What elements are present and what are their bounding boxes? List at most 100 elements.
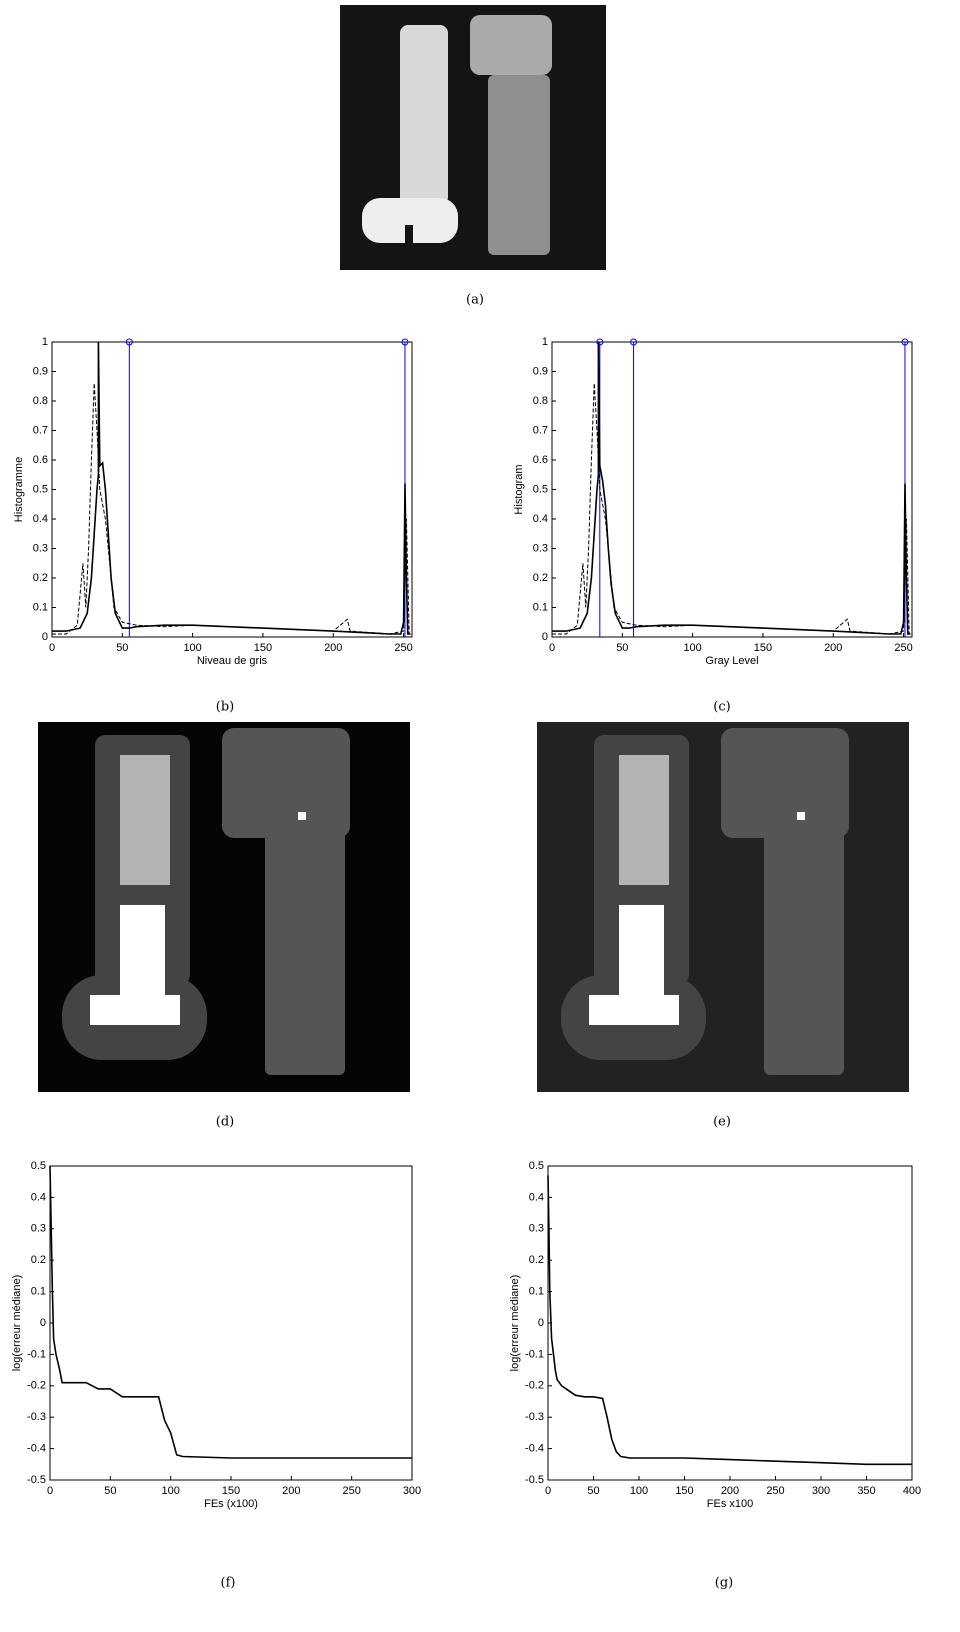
y-tick-label: 0 — [40, 1317, 46, 1329]
x-tick-label: 150 — [754, 642, 772, 654]
y-tick-label: 0.5 — [31, 1160, 46, 1172]
y-tick-label: 0.2 — [33, 572, 48, 584]
series-line — [52, 383, 410, 635]
x-tick-label: 50 — [616, 642, 628, 654]
y-tick-label: 0.2 — [31, 1254, 46, 1266]
x-tick-label: 250 — [394, 642, 412, 654]
y-tick-label: 0.7 — [533, 424, 548, 436]
x-tick-label: 50 — [587, 1485, 599, 1497]
series-line — [547, 1175, 912, 1466]
y-tick-label: 0.4 — [533, 513, 548, 525]
x-tick-label: 0 — [545, 1485, 551, 1497]
caption: (d) — [216, 1115, 234, 1130]
y-tick-label: 0 — [42, 631, 48, 643]
series-line — [52, 341, 411, 635]
x-axis-label: Niveau de gris — [197, 655, 268, 667]
y-tick-label: -0.4 — [27, 1443, 46, 1455]
y-tick-label: 0.1 — [31, 1286, 46, 1298]
y-tick-label: 0.2 — [529, 1254, 544, 1266]
x-tick-label: 150 — [254, 642, 272, 654]
plot-frame — [49, 1165, 413, 1481]
x-tick-label: 250 — [894, 642, 912, 654]
y-tick-label: 0.9 — [533, 365, 548, 377]
caption: (b) — [216, 700, 234, 715]
y-tick-label: 0.8 — [33, 395, 48, 407]
y-tick-label: 0.4 — [529, 1191, 544, 1203]
caption: (c) — [713, 700, 730, 715]
y-tick-label: -0.1 — [525, 1348, 544, 1360]
x-tick-label: 200 — [324, 642, 342, 654]
x-tick-label: 250 — [342, 1485, 360, 1497]
y-tick-label: -0.3 — [27, 1411, 46, 1423]
caption: (g) — [715, 1576, 733, 1591]
y-tick-label: 0.3 — [31, 1223, 46, 1235]
segmented-image-d — [38, 722, 410, 1092]
x-tick-label: 400 — [903, 1485, 921, 1497]
y-tick-label: -0.1 — [27, 1348, 46, 1360]
y-tick-label: 0.4 — [33, 513, 48, 525]
plot-frame — [547, 1165, 913, 1481]
x-tick-label: 50 — [116, 642, 128, 654]
x-tick-label: 300 — [812, 1485, 830, 1497]
x-tick-label: 0 — [549, 642, 555, 654]
threshold-marker — [401, 338, 409, 346]
y-tick-label: 0.9 — [33, 365, 48, 377]
x-tick-label: 200 — [824, 642, 842, 654]
y-tick-label: 0.8 — [533, 395, 548, 407]
segmented-image-e — [537, 722, 909, 1092]
caption: (e) — [713, 1115, 731, 1130]
x-tick-label: 0 — [47, 1485, 53, 1497]
x-tick-label: 100 — [161, 1485, 179, 1497]
x-tick-label: 0 — [49, 642, 55, 654]
series-line — [552, 383, 910, 635]
threshold-marker — [596, 338, 604, 346]
y-tick-label: -0.5 — [27, 1474, 46, 1486]
y-tick-label: 0.6 — [533, 454, 548, 466]
caption: (f) — [221, 1576, 236, 1591]
y-tick-label: -0.2 — [27, 1380, 46, 1392]
y-tick-label: 1 — [42, 336, 48, 348]
x-tick-label: 100 — [683, 642, 701, 654]
plot-frame — [551, 341, 913, 638]
y-tick-label: 0.5 — [33, 483, 48, 495]
x-axis-label: Gray Level — [705, 655, 758, 667]
x-axis-label: FEs (x100) — [204, 1498, 258, 1510]
x-tick-label: 50 — [104, 1485, 116, 1497]
y-tick-label: 0.1 — [529, 1286, 544, 1298]
threshold-marker — [901, 338, 909, 346]
y-axis-label: Histogramme — [13, 457, 25, 522]
threshold-marker — [125, 338, 133, 346]
x-tick-label: 300 — [403, 1485, 421, 1497]
series-line — [552, 341, 911, 635]
y-tick-label: 0 — [538, 1317, 544, 1329]
y-axis-label: Histogram — [513, 464, 525, 514]
y-tick-label: 0.5 — [529, 1160, 544, 1172]
y-tick-label: 0.3 — [33, 542, 48, 554]
y-tick-label: 0.1 — [533, 601, 548, 613]
y-tick-label: 0 — [542, 631, 548, 643]
y-tick-label: -0.3 — [525, 1411, 544, 1423]
y-tick-label: 0.3 — [529, 1223, 544, 1235]
x-tick-label: 350 — [857, 1485, 875, 1497]
x-tick-label: 150 — [675, 1485, 693, 1497]
photo-a — [340, 5, 606, 270]
x-tick-label: 100 — [183, 642, 201, 654]
y-tick-label: 0.5 — [533, 483, 548, 495]
threshold-marker — [630, 338, 638, 346]
y-tick-label: 0.1 — [33, 601, 48, 613]
y-axis-label: log(erreur médiane) — [11, 1275, 23, 1372]
x-tick-label: 200 — [282, 1485, 300, 1497]
x-tick-label: 150 — [222, 1485, 240, 1497]
y-axis-label: log(erreur médiane) — [509, 1275, 521, 1372]
y-tick-label: 0.7 — [33, 424, 48, 436]
y-tick-label: 0.4 — [31, 1191, 46, 1203]
y-tick-label: 0.3 — [533, 542, 548, 554]
y-tick-label: 1 — [542, 336, 548, 348]
x-tick-label: 200 — [721, 1485, 739, 1497]
x-axis-label: FEs x100 — [707, 1498, 753, 1510]
x-tick-label: 100 — [630, 1485, 648, 1497]
y-tick-label: 0.2 — [533, 572, 548, 584]
y-tick-label: -0.5 — [525, 1474, 544, 1486]
x-tick-label: 250 — [766, 1485, 784, 1497]
